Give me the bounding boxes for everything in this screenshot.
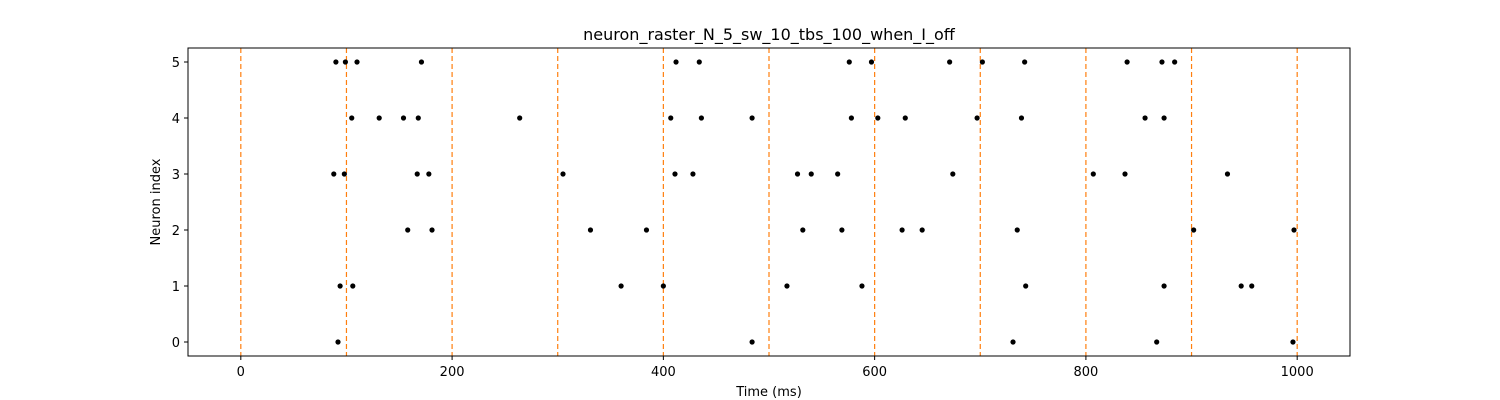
spike-point bbox=[899, 227, 905, 233]
spike-point bbox=[1249, 283, 1255, 289]
spike-point bbox=[1154, 339, 1160, 345]
spike-point bbox=[1142, 115, 1148, 121]
spike-point bbox=[341, 171, 347, 177]
spike-point bbox=[784, 283, 790, 289]
spike-point bbox=[426, 171, 432, 177]
spike-point bbox=[414, 171, 420, 177]
spike-point bbox=[919, 227, 925, 233]
spike-point bbox=[1159, 59, 1165, 65]
y-tick-label: 3 bbox=[172, 168, 180, 183]
spike-point bbox=[794, 171, 801, 177]
stimulus-lines bbox=[240, 48, 1298, 356]
plot-frame bbox=[187, 47, 1351, 357]
y-tick-label: 4 bbox=[172, 112, 180, 127]
y-tick-label: 2 bbox=[172, 224, 180, 239]
spike-point bbox=[429, 227, 435, 233]
spike-points bbox=[331, 59, 1297, 345]
spike-point bbox=[1224, 171, 1231, 177]
spike-point bbox=[668, 115, 674, 121]
spike-point bbox=[1172, 59, 1178, 65]
spike-point bbox=[1022, 59, 1028, 65]
spike-point bbox=[690, 171, 696, 177]
spike-point bbox=[859, 283, 865, 289]
spike-point bbox=[354, 59, 360, 65]
spike-point bbox=[342, 59, 348, 65]
spike-point bbox=[400, 115, 407, 121]
spike-point bbox=[1090, 171, 1096, 177]
x-tick-label: 400 bbox=[651, 365, 676, 380]
spike-point bbox=[587, 227, 594, 233]
spike-point bbox=[696, 59, 702, 65]
spike-point bbox=[1122, 171, 1128, 177]
x-tick-label: 0 bbox=[237, 365, 245, 380]
y-axis-label: Neuron index bbox=[149, 158, 164, 245]
spike-point bbox=[376, 115, 382, 121]
spike-point bbox=[835, 171, 841, 177]
spike-point bbox=[673, 59, 679, 65]
y-tick-label: 1 bbox=[172, 280, 180, 295]
x-axis: 0 200 400 600 800 1000 bbox=[237, 356, 1314, 380]
spike-point bbox=[808, 171, 814, 177]
spike-point bbox=[560, 171, 566, 177]
spike-point bbox=[418, 59, 425, 65]
spike-point bbox=[868, 59, 875, 65]
spike-point bbox=[902, 115, 908, 121]
spike-point bbox=[1161, 283, 1167, 289]
spike-point bbox=[800, 227, 806, 233]
spike-point bbox=[1161, 115, 1167, 121]
x-tick-label: 1000 bbox=[1281, 365, 1314, 380]
spike-point bbox=[839, 227, 845, 233]
x-tick-label: 200 bbox=[440, 365, 465, 380]
spike-point bbox=[974, 115, 980, 121]
y-axis: 0 1 2 3 4 5 bbox=[172, 56, 188, 351]
y-tick-label: 0 bbox=[172, 336, 180, 351]
spike-point bbox=[698, 115, 704, 121]
x-tick-label: 600 bbox=[862, 365, 887, 380]
y-tick-label: 5 bbox=[172, 56, 180, 71]
spike-point bbox=[333, 59, 339, 65]
spike-point bbox=[660, 283, 666, 289]
x-axis-label: Time (ms) bbox=[735, 385, 802, 400]
spike-point bbox=[517, 115, 523, 121]
spike-point bbox=[846, 59, 852, 65]
spike-point bbox=[331, 171, 337, 177]
spike-point bbox=[405, 227, 411, 233]
spike-point bbox=[415, 115, 421, 121]
spike-point bbox=[1010, 339, 1016, 345]
chart-title: neuron_raster_N_5_sw_10_tbs_100_when_I_o… bbox=[583, 25, 956, 45]
spike-point bbox=[349, 115, 355, 121]
spike-point bbox=[672, 171, 678, 177]
spike-point bbox=[875, 115, 881, 121]
spike-point bbox=[618, 283, 624, 289]
spike-point bbox=[1018, 115, 1025, 121]
spike-point bbox=[950, 171, 956, 177]
spike-point bbox=[1191, 227, 1197, 233]
spike-point bbox=[848, 115, 854, 121]
spike-point bbox=[1238, 283, 1244, 289]
x-tick-label: 800 bbox=[1073, 365, 1098, 380]
spike-point bbox=[1014, 227, 1020, 233]
spike-point bbox=[335, 339, 341, 345]
spike-point bbox=[1290, 339, 1296, 345]
spike-point bbox=[947, 59, 953, 65]
spike-point bbox=[749, 115, 755, 121]
spike-point bbox=[337, 283, 343, 289]
spike-point bbox=[643, 227, 650, 233]
spike-point bbox=[1023, 283, 1029, 289]
spike-point bbox=[979, 59, 985, 65]
spike-point bbox=[1291, 227, 1297, 233]
spike-point bbox=[749, 339, 755, 345]
spike-point bbox=[1124, 59, 1130, 65]
spike-point bbox=[350, 283, 356, 289]
